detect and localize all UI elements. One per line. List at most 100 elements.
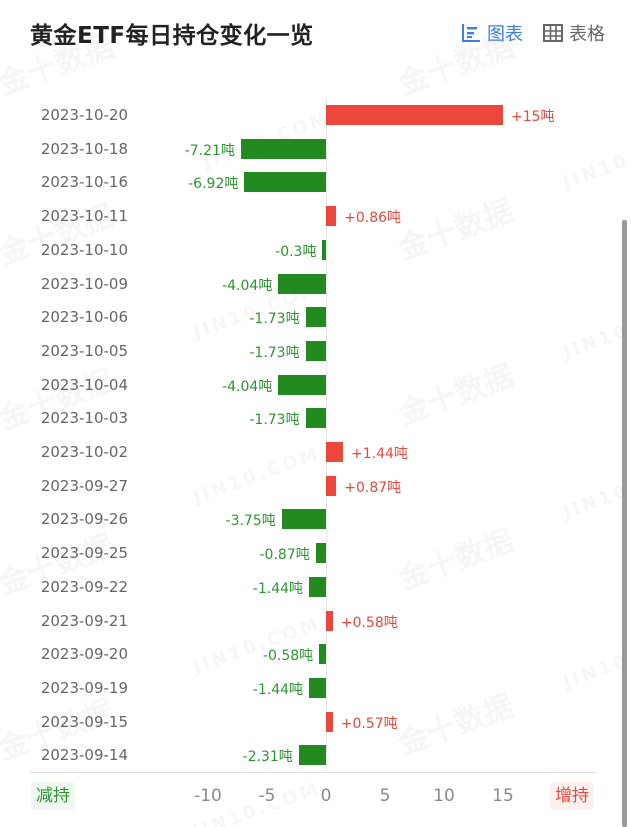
decrease-bar[interactable] (278, 374, 326, 395)
legend-decrease: 减持 (31, 782, 75, 810)
decrease-bar[interactable] (278, 273, 326, 294)
date-label: 2023-10-18 (40, 139, 128, 158)
date-label: 2023-10-02 (40, 443, 128, 461)
date-label: 2023-09-22 (40, 577, 128, 596)
value-label: +0.87吨 (344, 479, 402, 496)
bar-chart: 2023-10-20 +15吨 2023-10-18 -7.21吨 2023-10-16… (0, 90, 631, 827)
tab-chart-label: 图表 (487, 24, 523, 45)
x-tick-label: -5 (258, 786, 276, 806)
decrease-bar[interactable] (322, 239, 326, 260)
decrease-bar[interactable] (319, 644, 326, 665)
tab-table[interactable]: 表格 (543, 20, 605, 46)
value-label: -7.21吨 (184, 142, 235, 159)
increase-bar[interactable] (326, 610, 333, 631)
chart-row: 2023-10-20 +15吨 (0, 98, 600, 132)
value-label: -1.44吨 (252, 681, 304, 698)
x-tick-label: 15 (492, 786, 514, 806)
value-label: +0.57吨 (340, 715, 398, 732)
chart-row: 2023-09-21 +0.58吨 (0, 604, 600, 638)
date-label: 2023-10-11 (40, 207, 128, 226)
date-label: 2023-10-20 (40, 106, 128, 124)
page-title: 黄金ETF每日持仓变化一览 (30, 23, 314, 49)
chart-row: 2023-09-19 -1.44吨 (0, 671, 600, 705)
chart-row: 2023-09-27 +0.87吨 (0, 469, 600, 503)
chart-row: 2023-10-03 -1.73吨 (0, 401, 600, 435)
decrease-bar[interactable] (298, 745, 326, 766)
date-label: 2023-10-09 (40, 274, 128, 293)
value-label: -4.04吨 (222, 378, 273, 395)
date-label: 2023-09-15 (40, 712, 128, 731)
header: 黄金ETF每日持仓变化一览 图表 (0, 0, 631, 70)
chart-row: 2023-10-11 +0.86吨 (0, 199, 600, 233)
value-label: -1.73吨 (249, 311, 300, 328)
value-label: +1.44吨 (350, 446, 408, 462)
decrease-bar[interactable] (309, 677, 326, 698)
value-label: +0.58吨 (340, 614, 398, 631)
increase-bar[interactable] (326, 475, 337, 496)
chart-row: 2023-09-25 -0.87吨 (0, 536, 600, 570)
date-label: 2023-10-16 (40, 173, 128, 192)
increase-bar[interactable] (326, 711, 333, 732)
date-label: 2023-09-21 (40, 611, 128, 630)
date-label: 2023-09-19 (40, 678, 128, 697)
decrease-bar[interactable] (305, 307, 326, 328)
date-label: 2023-10-05 (40, 341, 128, 360)
date-label: 2023-09-20 (40, 645, 128, 664)
chart-row: 2023-09-26 -3.75吨 (0, 502, 600, 536)
value-label: -6.92吨 (188, 176, 239, 193)
value-label: -0.58吨 (262, 648, 314, 665)
date-label: 2023-10-03 (40, 409, 128, 428)
view-toggle: 图表 表格 (461, 20, 605, 46)
increase-bar[interactable] (326, 105, 503, 125)
table-grid-icon (543, 24, 563, 42)
chart-row: 2023-09-14 -2.31吨 (0, 738, 600, 772)
date-label: 2023-10-06 (40, 308, 128, 327)
chart-row: 2023-10-02 +1.44吨 (0, 435, 600, 469)
date-label: 2023-09-14 (40, 746, 128, 765)
x-tick-label: -10 (194, 786, 222, 806)
value-label: -0.87吨 (259, 547, 310, 564)
value-label: -1.44吨 (252, 580, 304, 597)
date-label: 2023-09-27 (40, 476, 128, 495)
chart-row: 2023-10-06 -1.73吨 (0, 300, 600, 334)
increase-bar[interactable] (326, 206, 337, 227)
legend-increase: 增持 (550, 782, 594, 810)
date-label: 2023-10-04 (40, 375, 128, 394)
x-tick-label: 10 (433, 786, 455, 806)
tab-chart[interactable]: 图表 (461, 20, 523, 46)
value-label: -4.04吨 (222, 277, 273, 294)
value-label: -3.75吨 (225, 513, 276, 530)
chart-row: 2023-10-10 -0.3吨 (0, 233, 600, 267)
value-label: +0.86吨 (344, 210, 402, 227)
x-tick-label: 0 (320, 786, 332, 806)
value-label: -1.73吨 (249, 344, 300, 361)
x-axis-line (30, 772, 597, 773)
chart-row: 2023-10-16 -6.92吨 (0, 165, 600, 199)
decrease-bar[interactable] (315, 543, 326, 564)
chart-row: 2023-10-04 -4.04吨 (0, 368, 600, 402)
chart-row: 2023-09-22 -1.44吨 (0, 570, 600, 604)
increase-bar[interactable] (326, 442, 343, 462)
value-label: +15吨 (511, 109, 555, 125)
decrease-bar[interactable] (305, 340, 326, 361)
tab-table-label: 表格 (569, 24, 605, 45)
chart-row: 2023-10-09 -4.04吨 (0, 267, 600, 301)
zero-axis-line (326, 98, 327, 772)
date-label: 2023-09-26 (40, 510, 128, 529)
bar-chart-icon (461, 23, 481, 43)
scrollbar[interactable] (622, 220, 627, 827)
date-label: 2023-10-10 (40, 240, 128, 259)
decrease-bar[interactable] (244, 172, 326, 193)
value-label: -2.31吨 (242, 749, 293, 766)
decrease-bar[interactable] (305, 408, 326, 429)
decrease-bar[interactable] (240, 138, 326, 159)
date-label: 2023-09-25 (40, 544, 128, 563)
value-label: -0.3吨 (275, 243, 317, 260)
chart-row: 2023-10-05 -1.73吨 (0, 334, 600, 368)
x-tick-label: 5 (379, 786, 391, 806)
decrease-bar[interactable] (309, 576, 326, 597)
value-label: -1.73吨 (249, 412, 300, 429)
chart-row: 2023-09-15 +0.57吨 (0, 705, 600, 739)
decrease-bar[interactable] (281, 509, 326, 530)
chart-row: 2023-09-20 -0.58吨 (0, 637, 600, 671)
